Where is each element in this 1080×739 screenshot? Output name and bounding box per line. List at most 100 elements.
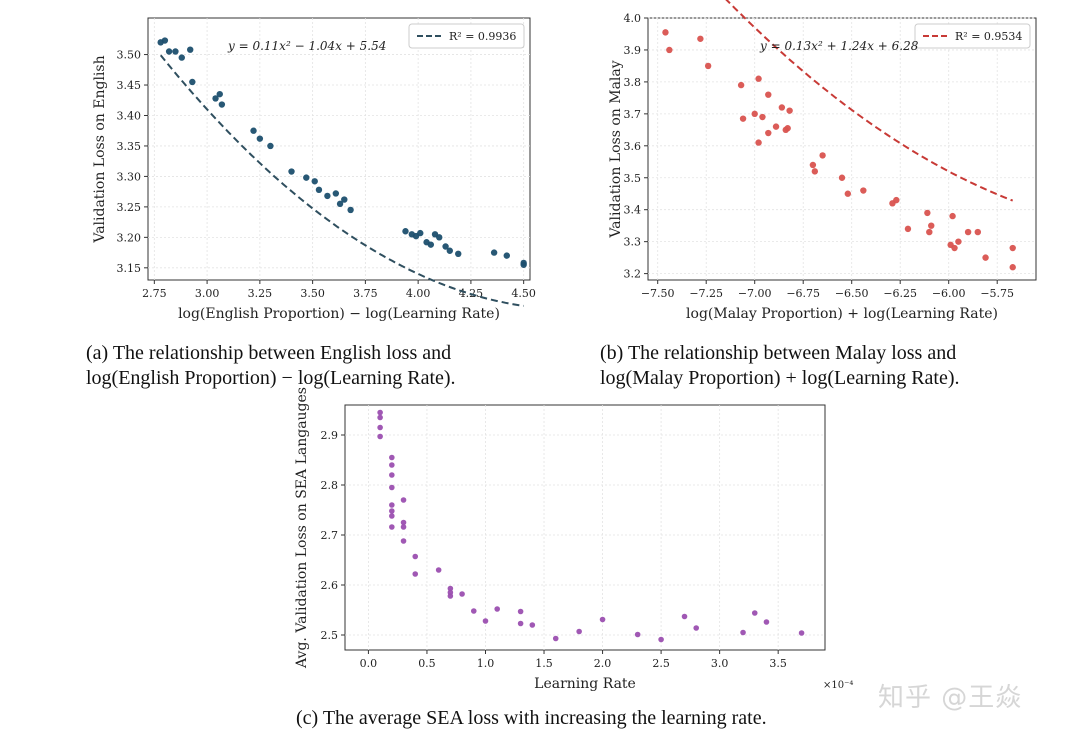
data-point [389,508,395,514]
caption-a: (a) The relationship between English los… [86,341,456,391]
data-point [658,636,664,643]
data-point [311,178,318,185]
data-point [315,186,323,194]
data-point [576,628,582,635]
data-point [974,228,981,236]
x-axis-label: log(English Proportion) − log(Learning R… [178,306,500,322]
x-tick-label: 2.0 [594,657,612,670]
y-tick-label: 4.0 [624,12,642,25]
data-point [436,234,443,241]
data-point [442,243,449,250]
y-tick-label: 3.50 [117,49,142,62]
x-tick-label: 3.5 [769,657,787,670]
data-point [324,192,331,200]
data-point [737,81,745,89]
data-point [490,249,498,256]
data-point [819,152,826,159]
data-point [267,142,274,150]
data-point [447,585,454,592]
data-point [860,187,867,194]
data-point [517,608,524,615]
data-point [662,29,669,36]
fit-curve [159,54,524,307]
data-point [187,46,194,53]
y-axis-label: Avg. Validation Loss on SEA Langauges [294,387,310,669]
data-point [446,247,454,254]
data-point [982,254,989,261]
data-point [412,553,419,560]
data-point [739,115,747,122]
x-tick-label: 1.5 [535,657,553,670]
legend-label: R² = 0.9534 [955,30,1022,43]
data-point [178,54,185,61]
data-point [1009,244,1016,252]
data-point [599,616,606,623]
data-point [904,225,912,233]
y-tick-label: 2.9 [321,429,339,442]
y-tick-label: 3.2 [624,268,642,281]
chart-english-loss: 2.75 3.00 3.25 3.50 3.75 4.00 4.25 4.503.153.20… [92,17,536,322]
data-point [740,629,746,636]
x-tick-label: −6.75 [786,287,820,300]
data-point [341,196,348,203]
data-point [400,497,407,503]
y-tick-label: 3.25 [117,201,142,214]
panel-a: 2.75 3.00 3.25 3.50 3.75 4.00 4.25 4.50 3.15 3.20… [0,0,540,330]
data-point [402,228,409,235]
data-point [811,168,819,175]
plot-frame [647,17,1037,281]
panel-b: −7.50 −7.25 −7.00 −6.75 −6.50 −6.25 −6.00 −5.75… [540,0,1080,330]
panel-c: 0.0 0.5 1.0 1.5 2.0 2.5 3.0 3.5 2.5 2.6 2.7 2.8 2.9 L… [280,387,853,700]
fit-curve [725,0,1014,202]
y-tick-label: 3.15 [117,262,142,275]
data-point [517,620,524,627]
x-axis-label: Learning Rate [534,676,636,692]
data-point [786,107,793,114]
data-point [772,123,780,130]
data-point [765,91,772,98]
y-tick-label: 3.40 [117,109,142,122]
x-tick-label: 2.5 [652,657,670,670]
legend-box [408,23,525,49]
x-tick-label: 0.5 [418,657,436,670]
legend-label: R² = 0.9936 [449,30,516,43]
caption-b-line-1: (b) The relationship between Malay loss … [600,342,957,364]
x-tick-label: 0.0 [360,657,378,670]
data-point [389,484,395,491]
caption-c: (c) The average SEA loss with increasing… [296,706,767,731]
data-point [482,618,489,624]
data-point [400,524,407,530]
data-point [844,190,852,197]
data-point [681,613,688,620]
data-point [161,37,169,44]
y-tick-label: 3.4 [624,204,642,217]
data-point [693,625,700,631]
plot-frame [344,404,826,651]
y-tick-label: 3.20 [117,231,142,244]
y-tick-label: 2.7 [321,529,339,542]
data-point [697,35,704,42]
y-axis-label: Validation Loss on Malay [608,60,624,238]
data-point [459,591,465,597]
data-point [389,472,395,478]
y-tick-label: 3.7 [624,108,642,121]
data-point [634,631,641,638]
y-tick-label: 2.8 [321,479,339,492]
data-point [347,206,354,214]
caption-b-line-2: log(Malay Proportion) + log(Learning Rat… [600,367,960,389]
data-point [172,48,179,55]
chart-sea-loss: 0.0 0.5 1.0 1.5 2.0 2.5 3.0 3.5 2.5 2.6 2.7 2.8 2.9 L… [294,387,853,692]
y-tick-label: 3.3 [624,236,642,249]
data-point [893,196,900,204]
data-point [751,610,758,616]
data-point [928,222,935,229]
data-point [704,62,712,70]
data-point [336,200,344,208]
data-point [520,261,527,268]
chart-malay-loss: −7.50 −7.25 −7.00 −6.75 −6.50 −6.25 −6.00 −5.75… [608,0,1037,322]
x-tick-label: −7.50 [641,287,675,300]
x-tick-label: 3.0 [711,657,729,670]
data-point [216,90,223,98]
y-tick-label: 2.6 [321,579,339,592]
watermark: 知乎 @王焱 [878,683,1023,713]
